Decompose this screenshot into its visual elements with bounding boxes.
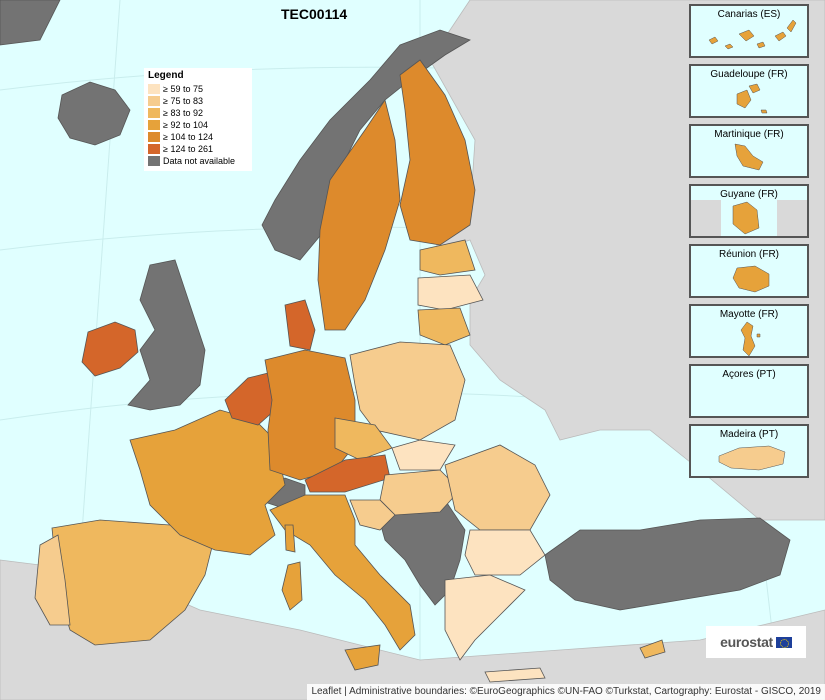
latvia [417,274,484,311]
sardinia [281,561,303,611]
attribution[interactable]: Leaflet | Administrative boundaries: ©Eu… [307,684,825,700]
inset-guadeloupe[interactable]: Guadeloupe (FR) [689,64,809,118]
inset-madeira[interactable]: Madeira (PT) [689,424,809,478]
turkey [544,517,791,611]
denmark [284,299,316,351]
legend-swatch [148,144,160,154]
bulgaria [464,529,546,576]
lithuania [417,307,471,346]
france [129,409,286,556]
legend-item: ≥ 75 to 83 [148,95,248,107]
sweden [317,99,401,331]
legend-swatch [148,108,160,118]
cyprus [639,639,666,659]
legend-item: ≥ 83 to 92 [148,107,248,119]
legend-title: Legend [148,70,184,81]
inset-acores[interactable]: Açores (PT) [689,364,809,418]
czechia [334,417,393,461]
corsica [284,524,296,553]
eu-regions [34,59,666,683]
ireland [81,321,139,377]
legend-item: ≥ 92 to 104 [148,119,248,131]
poland [349,341,466,441]
legend-item: Data not available [148,155,248,167]
inset-martinique[interactable]: Martinique (FR) [689,124,809,178]
inset-mayotte[interactable]: Mayotte (FR) [689,304,809,358]
greece [444,574,526,661]
eu-flag-icon [775,636,792,648]
italy [269,494,416,651]
finland [399,59,476,246]
legend-item: ≥ 59 to 75 [148,83,248,95]
legend-swatch [148,132,160,142]
iceland [57,81,131,146]
inset-guyane[interactable]: Guyane (FR) [689,184,809,238]
portugal [34,534,71,626]
inset-reunion[interactable]: Réunion (FR) [689,244,809,298]
legend-swatch [148,96,160,106]
slovakia [391,439,456,471]
crete [484,667,546,683]
legend-swatch [148,120,160,130]
estonia [419,239,476,276]
no-data-regions [0,0,791,611]
great-britain [127,259,206,411]
legend-item: ≥ 104 to 124 [148,131,248,143]
map-title: TEC00114 [281,6,348,22]
slovenia-croatia [349,499,396,531]
greenland-edge [0,0,61,46]
inset-canarias[interactable]: Canarias (ES) [689,4,809,58]
romania [444,444,551,531]
legend: Legend ≥ 59 to 75 ≥ 75 to 83 ≥ 83 to 92 … [144,68,252,171]
legend-swatch [148,156,160,166]
sicily [344,644,381,671]
eurostat-logo: eurostat [706,626,806,658]
legend-item: ≥ 124 to 261 [148,143,248,155]
legend-swatch [148,84,160,94]
germany [264,349,356,481]
